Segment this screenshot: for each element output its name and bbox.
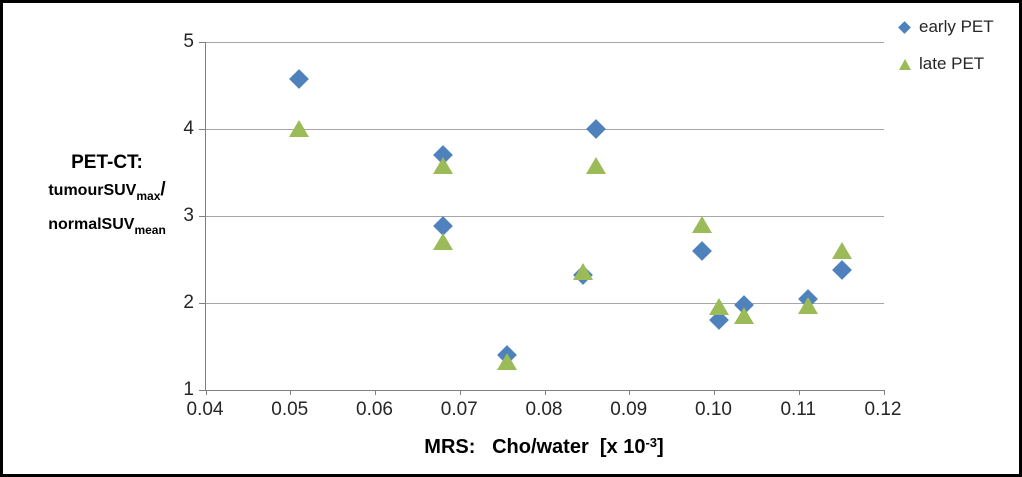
x-tick-mark-0.09 <box>629 390 631 395</box>
legend: early PET late PET <box>897 17 994 74</box>
point-early-pet-11 <box>831 260 852 280</box>
x-tick-label-0.10: 0.10 <box>695 399 732 420</box>
x-tick-label-0.11: 0.11 <box>780 399 817 420</box>
point-late-pet-9 <box>734 307 755 325</box>
point-late-pet-7 <box>691 215 712 233</box>
y-tick-mark-5 <box>199 41 205 43</box>
x-axis-title-text: MRS: Cho/water [x 10 <box>424 436 646 458</box>
x-tick-label-0.07: 0.07 <box>440 399 478 420</box>
x-tick-mark-0.05 <box>290 390 292 395</box>
diamond-icon-shape <box>898 20 911 34</box>
y-axis-title-line2-subscript: max <box>136 188 161 203</box>
legend-label-early-pet: early PET <box>919 17 994 36</box>
diamond-icon <box>897 20 912 34</box>
x-tick-label-0.09: 0.09 <box>610 399 648 420</box>
point-late-pet-4 <box>496 353 517 371</box>
y-axis-title: PET-CT: tumourSUVmax/ normalSUVmean <box>16 149 198 244</box>
y-axis-title-line3: normalSUVmean <box>16 210 198 244</box>
x-tick-label-0.05: 0.05 <box>271 399 309 420</box>
gridline-y-3 <box>206 215 884 217</box>
x-axis-title-end: ] <box>657 436 664 458</box>
point-late-pet-5 <box>573 262 594 280</box>
point-late-pet-10 <box>797 297 818 315</box>
triangle-icon-shape <box>898 58 911 70</box>
x-tick-label-0.04: 0.04 <box>186 399 224 420</box>
point-early-pet-6 <box>585 119 606 139</box>
gridline-y-4 <box>206 128 884 130</box>
x-tick-mark-0.04 <box>205 390 207 395</box>
x-tick-mark-0.07 <box>459 390 461 395</box>
legend-item-late-pet: late PET <box>897 54 994 74</box>
x-tick-mark-0.06 <box>375 390 376 395</box>
plot-area <box>199 41 885 395</box>
y-axis-title-line2-end: / <box>160 179 166 200</box>
point-late-pet-6 <box>585 156 606 174</box>
x-tick-mark-0.08 <box>544 390 546 395</box>
point-late-pet-2 <box>433 156 454 174</box>
point-early-pet-7 <box>691 240 712 261</box>
x-tick-label-0.06: 0.06 <box>356 399 393 420</box>
y-tick-mark-2 <box>199 302 205 304</box>
y-tick-mark-1 <box>199 389 205 391</box>
y-tick-mark-3 <box>199 215 205 217</box>
x-tick-mark-0.10 <box>714 390 715 395</box>
y-tick-label-5: 5 <box>183 31 194 52</box>
gridline-y-5 <box>206 41 884 43</box>
x-axis-title: MRS: Cho/water [x 10-3] <box>205 435 883 459</box>
gridline-y-2 <box>206 302 884 304</box>
y-tick-label-2: 2 <box>183 292 194 313</box>
point-early-pet-1 <box>289 68 310 89</box>
y-axis-title-line3-main: normalSUV <box>48 215 135 233</box>
legend-label-late-pet: late PET <box>919 54 985 73</box>
y-axis-title-line3-subscript: mean <box>134 222 166 237</box>
y-tick-label-3: 3 <box>183 205 194 226</box>
x-tick-label-0.08: 0.08 <box>525 399 563 420</box>
y-tick-mark-4 <box>199 128 205 130</box>
x-tick-mark-0.12 <box>883 390 885 395</box>
triangle-icon <box>897 57 912 71</box>
point-late-pet-3 <box>433 233 454 251</box>
x-axis-title-superscript: -3 <box>645 435 658 450</box>
y-tick-label-4: 4 <box>183 118 194 139</box>
y-axis-title-line1: PET-CT: <box>71 152 143 173</box>
point-late-pet-1 <box>289 120 310 137</box>
legend-item-early-pet: early PET <box>897 17 994 37</box>
y-tick-label-1: 1 <box>183 379 194 400</box>
y-axis-title-line2-main: tumourSUV <box>48 182 137 199</box>
x-tick-mark-0.11 <box>798 390 800 395</box>
point-late-pet-11 <box>831 241 852 259</box>
x-tick-label-0.12: 0.12 <box>864 399 902 420</box>
y-axis-title-line2: tumourSUVmax/ <box>16 176 198 210</box>
point-late-pet-8 <box>708 298 729 316</box>
